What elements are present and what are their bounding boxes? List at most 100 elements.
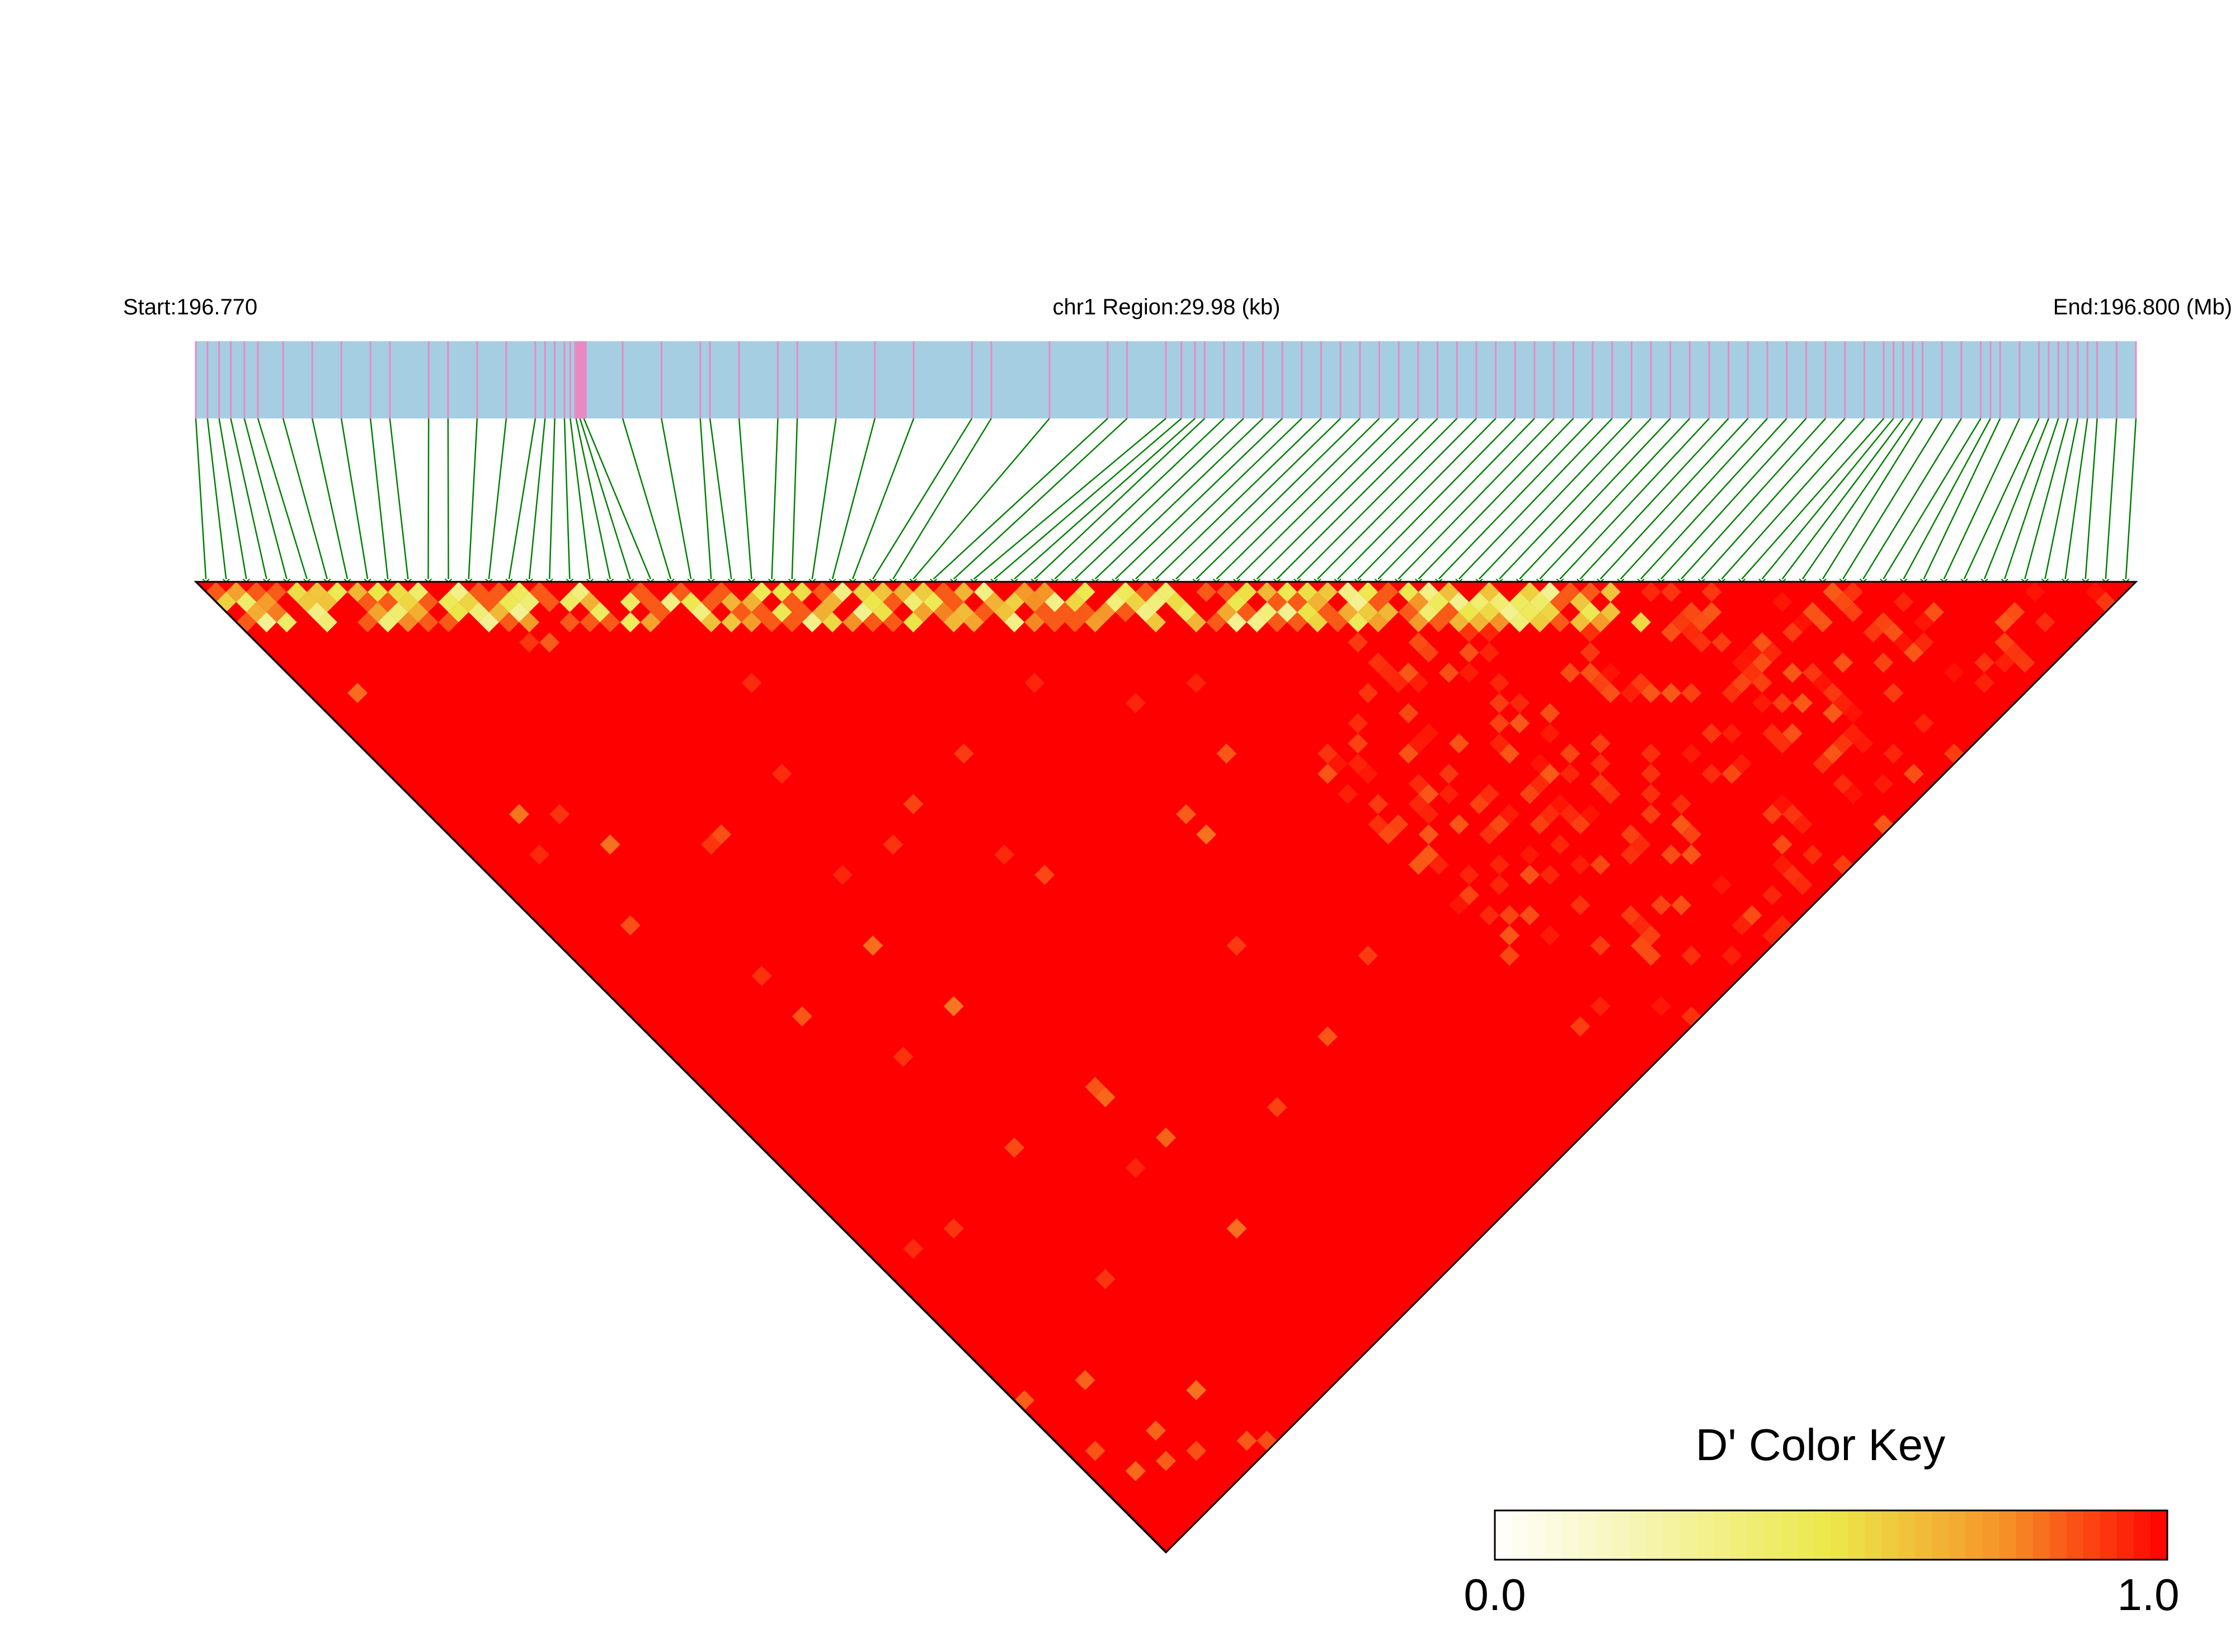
ld-cell xyxy=(1155,1451,1177,1471)
ld-cell xyxy=(1640,784,1662,804)
snp-connector xyxy=(575,418,611,580)
snp-connector xyxy=(548,418,556,580)
region-start-label: Start:196.770 xyxy=(123,295,257,319)
ld-cell xyxy=(1580,582,1601,603)
ld-triangle-background xyxy=(196,582,2136,1552)
ld-cell xyxy=(317,612,337,633)
snp-connector xyxy=(257,418,308,580)
snp-connector xyxy=(1458,418,1613,580)
snp-connector xyxy=(738,418,752,580)
ld-cell xyxy=(1519,844,1540,865)
ld-cell xyxy=(1499,925,1520,946)
snp-dense-cluster xyxy=(574,341,587,418)
snp-connector xyxy=(447,418,449,580)
ld-cell xyxy=(1125,1461,1146,1481)
snp-connector xyxy=(468,418,478,580)
ld-cell xyxy=(1651,895,1672,916)
ld-cell xyxy=(1479,905,1500,926)
color-key-step xyxy=(1679,1510,1697,1560)
ld-cell xyxy=(1691,632,1712,653)
ld-cell xyxy=(1438,784,1459,804)
ld-cell xyxy=(1540,925,1560,946)
ld-cell xyxy=(1903,764,1924,784)
snp-connector xyxy=(622,418,672,580)
ld-cell xyxy=(1782,723,1803,743)
snp-connector xyxy=(1781,418,1904,580)
ld-cell xyxy=(1661,582,1682,603)
ld-cell xyxy=(903,794,924,815)
ld-cell xyxy=(1590,733,1611,754)
snp-connector xyxy=(1014,418,1196,580)
snp-connector xyxy=(1559,418,1710,580)
ld-cell xyxy=(1681,743,1702,764)
ld-cell xyxy=(1640,683,1662,703)
snp-connector xyxy=(1276,418,1438,580)
snp-connector xyxy=(1579,418,1729,580)
color-key-step xyxy=(1646,1510,1664,1560)
ld-cell xyxy=(1843,784,1864,804)
color-key-step xyxy=(2066,1510,2084,1560)
ld-cell xyxy=(1499,804,1520,825)
ld-cell xyxy=(1701,723,1722,743)
color-key-step xyxy=(1713,1510,1731,1560)
ld-cell xyxy=(1499,945,1520,966)
snp-connector xyxy=(1620,418,1768,580)
ld-cell xyxy=(1509,693,1530,713)
snp-connector xyxy=(1862,418,1962,580)
color-key-step xyxy=(1629,1510,1647,1560)
ld-cell xyxy=(1489,672,1510,693)
snp-connector xyxy=(508,418,537,580)
ld-cell xyxy=(1681,683,1702,703)
snp-connector xyxy=(282,418,328,580)
ld-cell xyxy=(266,582,287,603)
snp-connector xyxy=(872,418,973,580)
ld-cell xyxy=(529,844,550,865)
snp-connector xyxy=(427,418,430,580)
ld-cell xyxy=(1701,602,1722,623)
ld-cell xyxy=(1489,713,1510,733)
snp-connector xyxy=(1317,418,1477,580)
ld-cell xyxy=(1853,733,1874,754)
ld-cell xyxy=(1640,804,1662,825)
snp-connector xyxy=(1196,418,1361,580)
ld-cell xyxy=(1772,592,1792,613)
ld-cell xyxy=(1843,582,1864,603)
snp-connector xyxy=(1660,418,1807,580)
ld-cell xyxy=(1226,1218,1247,1239)
ld-cell xyxy=(1186,1380,1207,1401)
snp-connector xyxy=(1398,418,1555,580)
ld-cell xyxy=(1873,774,1894,794)
ld-cell xyxy=(1458,864,1479,885)
ld-cell xyxy=(1580,642,1601,663)
ld-cell xyxy=(1368,794,1389,815)
ld-cell xyxy=(1378,602,1399,623)
snp-connector xyxy=(570,418,591,580)
ld-cell xyxy=(1479,784,1500,804)
snp-connector xyxy=(1822,418,1923,580)
ld-cell xyxy=(701,612,722,633)
ld-cell xyxy=(741,672,762,693)
ld-cell xyxy=(1540,864,1560,885)
ld-cell xyxy=(559,612,580,633)
ld-cell xyxy=(1418,784,1439,804)
ld-cell xyxy=(1600,683,1621,703)
snp-connector xyxy=(2105,418,2118,580)
ld-cell xyxy=(1913,713,1934,733)
ld-cell xyxy=(771,764,792,784)
ld-cell xyxy=(1742,905,1762,926)
ld-cell xyxy=(1226,935,1247,956)
color-key-step xyxy=(1612,1510,1630,1560)
snp-connector xyxy=(563,418,571,580)
ld-cell xyxy=(418,612,439,633)
snp-connector xyxy=(1761,418,1894,580)
snp-connector xyxy=(1479,418,1632,580)
snp-connector xyxy=(831,418,876,580)
ld-cell xyxy=(1560,764,1580,784)
ld-cell xyxy=(549,804,570,825)
ld-cell xyxy=(620,612,641,633)
ld-cell xyxy=(1317,1026,1338,1047)
snp-connector xyxy=(1256,418,1419,580)
snp-connector xyxy=(230,418,267,580)
ld-cell xyxy=(1590,854,1611,875)
ld-cell xyxy=(1398,703,1419,723)
